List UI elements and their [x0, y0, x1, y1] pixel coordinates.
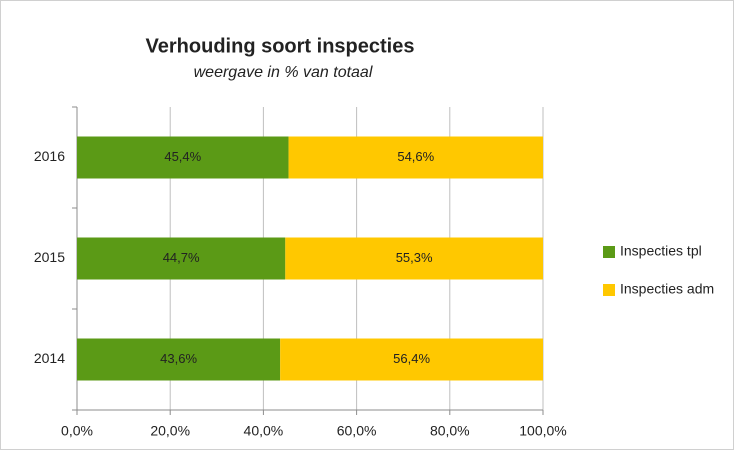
bar-segment	[77, 338, 281, 381]
x-tick-label: 0,0%	[61, 423, 93, 439]
chart-title: Verhouding soort inspecties	[146, 35, 415, 57]
bar-label: 54,6%	[397, 149, 434, 164]
legend-label: Inspecties tpl	[620, 243, 702, 259]
bar-segment	[285, 237, 543, 280]
x-tick-label: 40,0%	[244, 423, 284, 439]
bar-segment	[77, 237, 286, 280]
legend-label: Inspecties adm	[620, 281, 714, 297]
bar-segment	[288, 136, 543, 179]
legend-swatch	[603, 284, 615, 296]
bar-segment	[77, 136, 289, 179]
bar-segment	[280, 338, 543, 381]
y-tick-label: 2014	[34, 350, 65, 366]
bar-label: 55,3%	[396, 250, 433, 265]
bar-label: 44,7%	[163, 250, 200, 265]
bar-label: 56,4%	[393, 351, 430, 366]
chart-subtitle: weergave in % van totaal	[194, 64, 373, 81]
bar-label: 43,6%	[160, 351, 197, 366]
x-tick-label: 80,0%	[430, 423, 470, 439]
x-tick-label: 20,0%	[150, 423, 190, 439]
bar-label: 45,4%	[164, 149, 201, 164]
legend-swatch	[603, 246, 615, 258]
x-tick-label: 60,0%	[337, 423, 377, 439]
y-tick-label: 2015	[34, 249, 65, 265]
x-tick-label: 100,0%	[519, 423, 566, 439]
y-tick-label: 2016	[34, 148, 65, 164]
